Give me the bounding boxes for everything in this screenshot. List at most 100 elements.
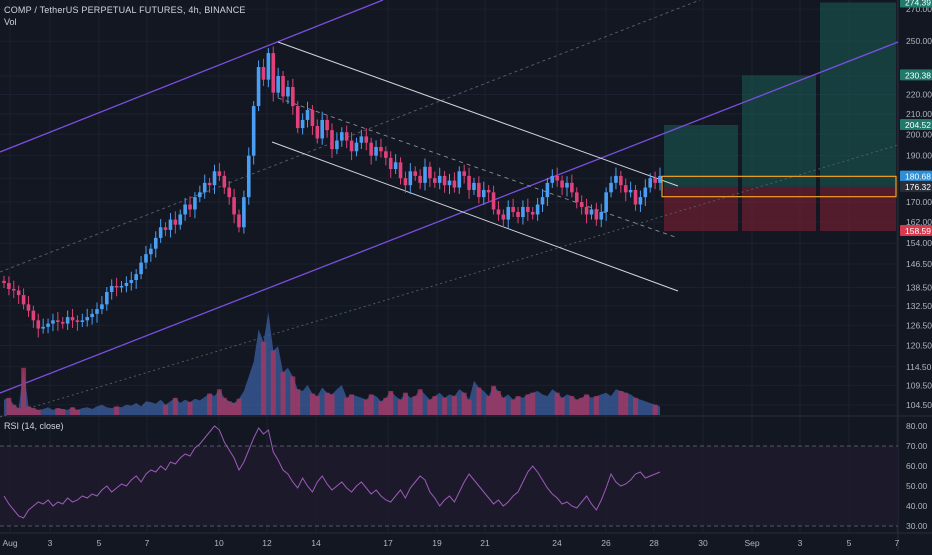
candle-body [276,76,280,93]
volume-bar-down [70,407,76,415]
volume-bar-down [187,402,193,415]
candle-body [315,126,320,139]
time-tick-label: 28 [649,538,659,548]
price-tick-label: 250.00 [906,36,932,46]
candle-body [408,171,413,186]
time-tick-label: 7 [895,538,900,548]
candle-body [242,197,246,228]
candle-body [227,187,231,198]
candle-body [256,67,261,107]
volume-bar-down [6,397,12,415]
candle-body [442,175,447,186]
rsi-tick-label: 50.00 [906,481,928,491]
candle-body [168,219,173,230]
candle-body [403,178,408,186]
volume-bar-down [16,408,22,415]
volume-bar-down [114,406,120,415]
volume-bar-down [486,396,492,415]
volume-bar-down [427,399,433,415]
candle-body [643,187,648,198]
time-axis: Aug 3 5 7 10 12 14 17 19 21 24 26 28 30 Sep 3 5 7 [2,538,899,548]
candle-body [90,313,94,318]
volume-bar-down [344,397,350,415]
candle-body [114,285,119,288]
target-zone [664,124,738,187]
candle-body [281,76,285,97]
volume-bar-down [633,397,639,415]
candle-body [198,192,202,198]
time-tick-label: 21 [480,538,490,548]
volume-bar-down [476,387,482,415]
time-tick-label: 17 [383,538,393,548]
volume-bar-down [21,367,27,415]
volume-bar-down [652,404,658,415]
candle-body [75,320,80,322]
price-tick-label: 154.00 [906,238,932,248]
candle-body [384,151,388,158]
target-zone [820,2,896,187]
volume-bar-down [231,402,237,415]
volume-bar-down [500,397,506,415]
volume-bar-down [309,393,315,415]
time-tick-label: 10 [214,538,224,548]
candle-body [374,146,378,156]
candle-body [472,182,476,190]
candle-body [530,211,535,215]
candle-body [65,317,70,324]
trend-drawings [0,0,899,418]
volume-bar-down [388,390,394,415]
volume-bar-down [329,394,335,415]
downtrend-upper-line [277,41,679,187]
candle-body [628,189,633,193]
stop-zone [820,186,896,231]
candles [2,46,662,338]
volume-bar-down [417,389,423,415]
candle-body [594,209,599,220]
candle-body [251,106,256,156]
downtrend-lower-line [271,141,679,292]
candle-body [153,237,158,249]
candle-body [550,175,555,183]
candle-body [46,323,50,327]
volume-bar-down [324,392,330,415]
volume-bar-down [461,392,467,415]
time-tick-label: 14 [311,538,321,548]
volume-bar-down [226,401,232,415]
volume-legend: Vol [4,17,17,27]
rsi-pane: 30.00 40.00 50.00 60.00 70.00 80.00 [0,421,928,531]
rsi-tick-label: 60.00 [906,461,928,471]
candle-body [207,182,212,186]
candle-body [109,285,114,293]
target-zone [742,75,816,187]
volume-bar-down [260,342,266,415]
volume-bar-down [368,394,374,415]
candle-body [183,204,187,215]
volume-bar-down [280,372,286,415]
volume-bar-down [221,397,227,415]
volume-bar-down [584,394,590,415]
candle-body [144,254,148,263]
candle-body [119,285,124,288]
candle-body [344,132,349,141]
candle-body [413,171,418,176]
candle-body [222,175,227,188]
rsi-tick-label: 70.00 [906,441,928,451]
candle-body [521,206,525,218]
volume-bar-down [398,399,404,415]
time-tick-label: 19 [432,538,442,548]
candle-body [359,136,364,143]
candle-body [349,140,354,152]
candle-body [428,166,432,179]
candle-body [604,192,608,212]
candle-body [584,206,589,215]
candle-body [232,197,236,215]
candle-body [447,180,452,186]
candle-body [21,295,26,305]
candle-body [202,182,207,193]
price-tick-label: 210.00 [906,109,932,119]
volume-bar-down [60,408,66,415]
candle-body [173,219,178,225]
rsi-line [3,425,661,519]
